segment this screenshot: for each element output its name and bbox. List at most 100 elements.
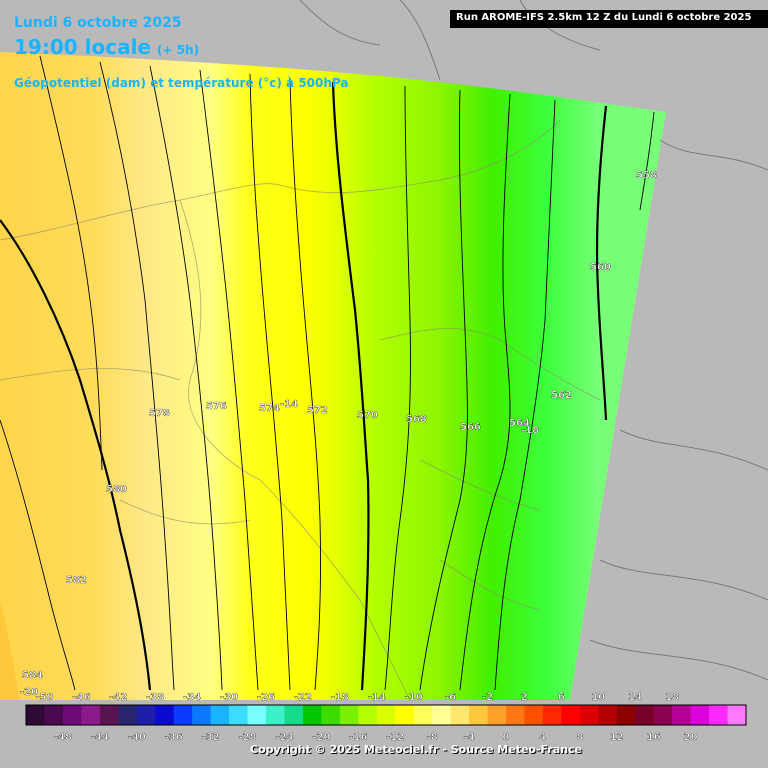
legend-tick-label: 14 bbox=[628, 692, 642, 703]
legend-tick-label: -24 bbox=[275, 732, 293, 743]
legend-tick-label: -26 bbox=[257, 692, 275, 703]
legend-tick-label: 12 bbox=[610, 732, 624, 743]
legend-swatch bbox=[44, 705, 64, 725]
temperature-label: -20 bbox=[20, 687, 38, 698]
legend-tick-label: 8 bbox=[576, 732, 583, 743]
legend-swatch bbox=[266, 705, 285, 725]
legend-swatch bbox=[635, 705, 654, 725]
isohypse-562 bbox=[494, 99, 556, 691]
legend-swatch bbox=[395, 705, 414, 725]
legend-tick-label: -50 bbox=[35, 692, 53, 703]
legend-tick-label: 20 bbox=[684, 732, 698, 743]
isohypse-label: 576 bbox=[206, 401, 227, 412]
isohypse-label: 578 bbox=[149, 408, 170, 419]
isohypse-586 bbox=[0, 419, 76, 691]
legend-bottom-ticks: -48 -44 -40 -36 -32 -28 -24 -20 -16 -12 -8 -4 0 4 8 12 1… bbox=[54, 732, 698, 743]
legend-tick-label: -34 bbox=[183, 692, 201, 703]
coast-area bbox=[0, 600, 20, 700]
legend-swatch bbox=[506, 705, 525, 725]
legend-tick-label: -22 bbox=[294, 692, 312, 703]
legend-swatch bbox=[616, 705, 636, 725]
temperature-label: -18 bbox=[521, 425, 539, 436]
model-domain bbox=[0, 52, 666, 700]
isohypse-label: 560 bbox=[590, 262, 611, 273]
isohypse-label: 582 bbox=[66, 575, 87, 586]
isohypse-label: 564 bbox=[509, 418, 530, 429]
legend-swatch bbox=[598, 705, 618, 725]
legend-swatch bbox=[62, 705, 82, 725]
isohypse-584 bbox=[39, 55, 103, 471]
isohypse-label: 584 bbox=[22, 670, 43, 681]
isohypse-label: 580 bbox=[106, 484, 127, 495]
field-title: Géopotentiel (dam) et température (°c) à… bbox=[14, 76, 349, 90]
legend-tick-label: -48 bbox=[54, 732, 72, 743]
isohypse-labels: 558 560 562 564 566 568 570 572 574 576 … bbox=[20, 170, 657, 698]
legend-swatch bbox=[709, 705, 728, 725]
legend-tick-label: -18 bbox=[331, 692, 349, 703]
legend-tick-label: -6 bbox=[445, 692, 456, 703]
legend-swatch bbox=[173, 705, 193, 725]
legend-tick-label: 2 bbox=[521, 692, 528, 703]
legend-tick-label: 4 bbox=[539, 732, 546, 743]
isohypse-582 bbox=[0, 219, 152, 691]
isohypse-558 bbox=[639, 111, 655, 211]
legend-swatch bbox=[579, 705, 599, 725]
legend-swatch bbox=[302, 705, 322, 725]
legend-tick-label: -44 bbox=[91, 732, 109, 743]
legend-swatch bbox=[99, 705, 119, 725]
isohypse-580 bbox=[99, 61, 175, 691]
legend-swatch bbox=[542, 705, 562, 725]
legend-tick-label: 18 bbox=[665, 692, 679, 703]
legend-swatch bbox=[229, 705, 248, 725]
legend-top-ticks: -50 -46 -42 -38 -34 -30 -26 -22 -18 -14 -10 -6 -2 2 6 1… bbox=[35, 692, 679, 703]
legend-swatch bbox=[432, 705, 451, 725]
legend-swatch bbox=[450, 705, 470, 725]
country-borders bbox=[299, 0, 768, 681]
isohypse-578 bbox=[149, 65, 223, 691]
isohypse-574 bbox=[249, 73, 291, 691]
legend-swatch bbox=[247, 705, 267, 725]
isohypse-label: 562 bbox=[551, 390, 572, 401]
legend-tick-label: -16 bbox=[349, 732, 367, 743]
copyright-notice: Copyright © 2025 Meteociel.fr - Source M… bbox=[250, 743, 583, 756]
isohypse-560 bbox=[596, 105, 608, 421]
legend-swatch bbox=[524, 705, 544, 725]
isohypse-572 bbox=[289, 77, 321, 691]
legend-frame bbox=[25, 704, 747, 726]
isohypse-label: 566 bbox=[460, 422, 481, 433]
legend-tick-label: -42 bbox=[109, 692, 127, 703]
run-info: Run AROME-IFS 2.5km 12 Z du Lundi 6 octo… bbox=[456, 12, 752, 23]
forecast-date: Lundi 6 octobre 2025 bbox=[14, 15, 182, 31]
temperature-label: -14 bbox=[280, 399, 298, 410]
lead-time: (+ 5h) bbox=[157, 43, 200, 57]
legend-swatch bbox=[561, 705, 581, 725]
legend-tick-label: -40 bbox=[128, 732, 146, 743]
run-banner: Run AROME-IFS 2.5km 12 Z du Lundi 6 octo… bbox=[450, 10, 768, 28]
isohypse-label: 574 bbox=[259, 403, 280, 414]
legend-swatch bbox=[81, 705, 101, 725]
legend-tick-label: -30 bbox=[220, 692, 238, 703]
legend-tick-label: -4 bbox=[464, 732, 475, 743]
legend-tick-label: 6 bbox=[558, 692, 565, 703]
isohypse-566 bbox=[419, 89, 468, 691]
legend-tick-label: -28 bbox=[238, 732, 256, 743]
legend-swatch bbox=[413, 705, 433, 725]
isohypse-lines bbox=[0, 55, 655, 691]
legend-tick-label: 16 bbox=[647, 732, 661, 743]
legend-tick-label: -10 bbox=[405, 692, 423, 703]
isohypse-label: 572 bbox=[307, 405, 328, 416]
legend-tick-label: -12 bbox=[386, 732, 404, 743]
legend-tick-label: -38 bbox=[146, 692, 164, 703]
legend-swatch bbox=[192, 705, 211, 725]
isohypse-label: 558 bbox=[636, 170, 657, 181]
legend-tick-label: -46 bbox=[72, 692, 90, 703]
legend-swatch bbox=[339, 705, 359, 725]
legend-swatch bbox=[690, 705, 710, 725]
legend-swatch bbox=[155, 705, 174, 725]
legend-swatch bbox=[358, 705, 378, 725]
legend-swatch bbox=[487, 705, 507, 725]
legend-swatch bbox=[653, 705, 673, 725]
legend-tick-label: 10 bbox=[591, 692, 605, 703]
